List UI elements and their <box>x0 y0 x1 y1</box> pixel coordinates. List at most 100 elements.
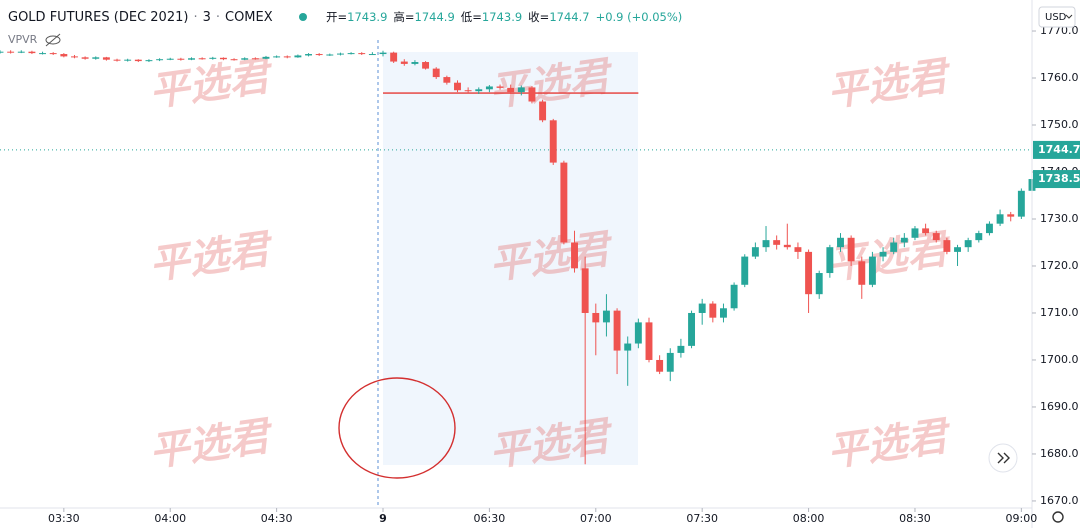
candle-body <box>102 57 110 60</box>
candle-body <box>134 59 142 62</box>
x-tick-label: 09:00 <box>1006 512 1038 525</box>
y-tick-label: 1700.0 <box>1040 353 1079 366</box>
candle-body <box>794 247 802 252</box>
candle-body <box>305 54 312 56</box>
candle-body <box>17 51 25 53</box>
ohlc-label: 高= <box>393 10 414 24</box>
candle-body <box>166 58 174 60</box>
candle-body <box>975 233 983 241</box>
candle-body <box>411 62 419 64</box>
ohlc: 开=1743.9 高=1744.9 低=1743.9 收=1744.7 +0.9 (+0… <box>326 10 682 24</box>
candle-body <box>730 284 738 309</box>
y-tick-label: 1680.0 <box>1040 447 1079 460</box>
candle-body <box>326 54 334 56</box>
x-tick-label: 03:30 <box>48 512 80 525</box>
candle-body <box>879 251 887 257</box>
candle-body <box>209 57 217 59</box>
candle-body <box>890 242 898 252</box>
x-tick-label: 08:30 <box>899 512 931 525</box>
x-tick-label: 9 <box>379 512 387 525</box>
indicator-label: VPVR <box>8 33 38 46</box>
scroll-icon[interactable] <box>997 452 1010 464</box>
candle-body <box>932 233 940 241</box>
interval: 3 <box>203 10 211 25</box>
y-tick-label: 1670.0 <box>1040 494 1079 507</box>
candle-body <box>634 322 642 344</box>
ohlc-label: 收= <box>528 10 549 24</box>
dropdown-arrow[interactable] <box>1065 14 1073 19</box>
candle-body <box>922 228 930 234</box>
eye[interactable] <box>45 35 61 45</box>
candle-body <box>81 57 89 59</box>
candle-body <box>188 58 195 60</box>
x-tick-label: 04:30 <box>261 512 293 525</box>
x-tick-label: 08:00 <box>793 512 825 525</box>
exchange: COMEX <box>225 10 273 25</box>
candle-body <box>400 61 408 64</box>
candle-body <box>28 51 36 54</box>
candle-body <box>741 256 749 285</box>
candle-body <box>858 261 866 285</box>
change: +0.9 (+0.05%) <box>596 10 683 24</box>
currency-button[interactable] <box>1038 6 1076 28</box>
separator: · <box>193 10 197 25</box>
candle-body <box>262 56 270 59</box>
candle-body <box>560 162 568 243</box>
annotation-circle <box>338 377 456 479</box>
candle-body <box>688 312 696 346</box>
candle-body <box>762 240 770 248</box>
candle-body <box>230 59 238 61</box>
candle-body <box>283 56 291 58</box>
eye-slash[interactable] <box>45 33 61 47</box>
ohlc-value: 1743.9 <box>347 10 387 24</box>
candle-body <box>645 322 653 360</box>
symbol: GOLD FUTURES (DEC 2021) <box>8 10 188 25</box>
candle-body <box>656 359 664 372</box>
ohlc-value: 1744.9 <box>415 10 455 24</box>
candle-body <box>783 244 791 248</box>
candle-body <box>698 303 706 313</box>
y-tick-label: 1750.0 <box>1040 118 1079 131</box>
candle-body <box>773 240 781 245</box>
candle-body <box>113 59 121 61</box>
price-label-box <box>1033 140 1080 159</box>
ohlc-value: 1743.9 <box>482 10 522 24</box>
candles <box>0 50 1036 465</box>
candle-body <box>1007 214 1015 217</box>
price-label: 1744.7 <box>1038 143 1080 156</box>
x-tick-label: 07:30 <box>686 512 718 525</box>
candle-body <box>720 308 727 318</box>
candle-body <box>592 312 600 323</box>
background-layer <box>377 40 638 508</box>
candle-body <box>549 120 557 163</box>
ohlc-label: 开= <box>326 10 347 24</box>
candle-body <box>677 345 685 353</box>
x-tick-label: 07:00 <box>580 512 612 525</box>
candle-body <box>71 56 78 58</box>
hide-icon[interactable] <box>45 33 61 47</box>
candle-body <box>124 59 132 61</box>
candle-body <box>996 214 1004 224</box>
candle-body <box>156 59 164 61</box>
candle-body <box>432 68 440 78</box>
separator: · <box>216 10 220 25</box>
candle-body <box>475 89 483 92</box>
value-area <box>383 52 638 465</box>
y-tick-label: 1760.0 <box>1040 71 1079 84</box>
candle-body <box>581 268 589 313</box>
candle-body <box>709 303 717 318</box>
candle-body <box>954 247 961 252</box>
candle-body <box>868 256 876 285</box>
candle-body <box>985 223 993 234</box>
currency[interactable]: USD <box>1045 12 1067 23</box>
ohlc-label: 低= <box>461 10 482 24</box>
candle-body <box>496 86 504 88</box>
candle-body <box>92 57 100 59</box>
candle-body <box>943 240 951 252</box>
candle-body <box>805 251 813 295</box>
settings-button[interactable] <box>1052 511 1064 523</box>
candle-body <box>198 58 206 60</box>
candle-body <box>613 310 621 351</box>
candle-body <box>60 54 68 57</box>
candle-body <box>336 53 344 55</box>
